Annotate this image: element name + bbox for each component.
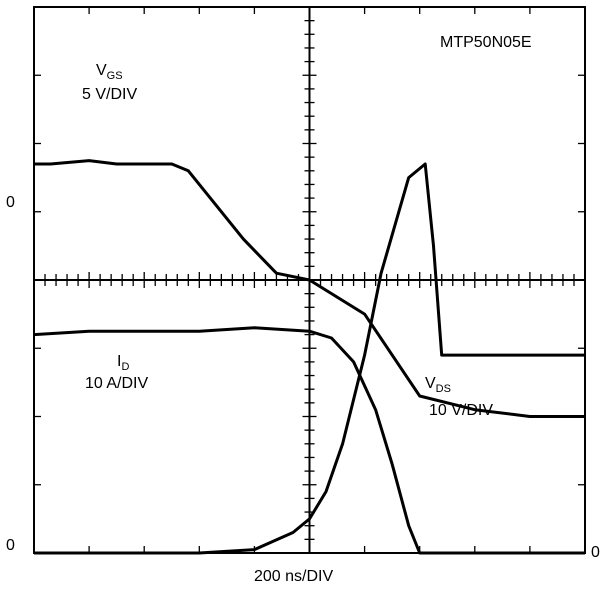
id-symbol: I [117,353,122,370]
id-subscript: D [121,361,130,373]
id-label: ID [117,353,129,376]
zero-label-bottom-right: 0 [591,544,600,561]
zero-label-bottom-left: 0 [6,537,15,554]
vds-subscript: DS [435,383,451,395]
vds-scale-label: 10 V/DIV [429,402,494,419]
vgs-symbol: V [96,62,107,79]
id-scale-label: 10 A/DIV [85,375,149,392]
waveform-traces [33,159,585,555]
zero-label-top: 0 [6,194,15,211]
vgs-scale-label: 5 V/DIV [82,86,138,103]
trace-id [33,326,585,555]
vds-symbol: V [425,375,436,392]
device-label: MTP50N05E [440,34,532,51]
vds-label: VDS [425,375,451,398]
vgs-label: VGS [96,62,123,85]
time-base-label: 200 ns/DIV [254,568,334,585]
trace-vds [34,162,585,555]
trace-vgs [34,159,585,418]
vgs-subscript: GS [106,70,123,82]
